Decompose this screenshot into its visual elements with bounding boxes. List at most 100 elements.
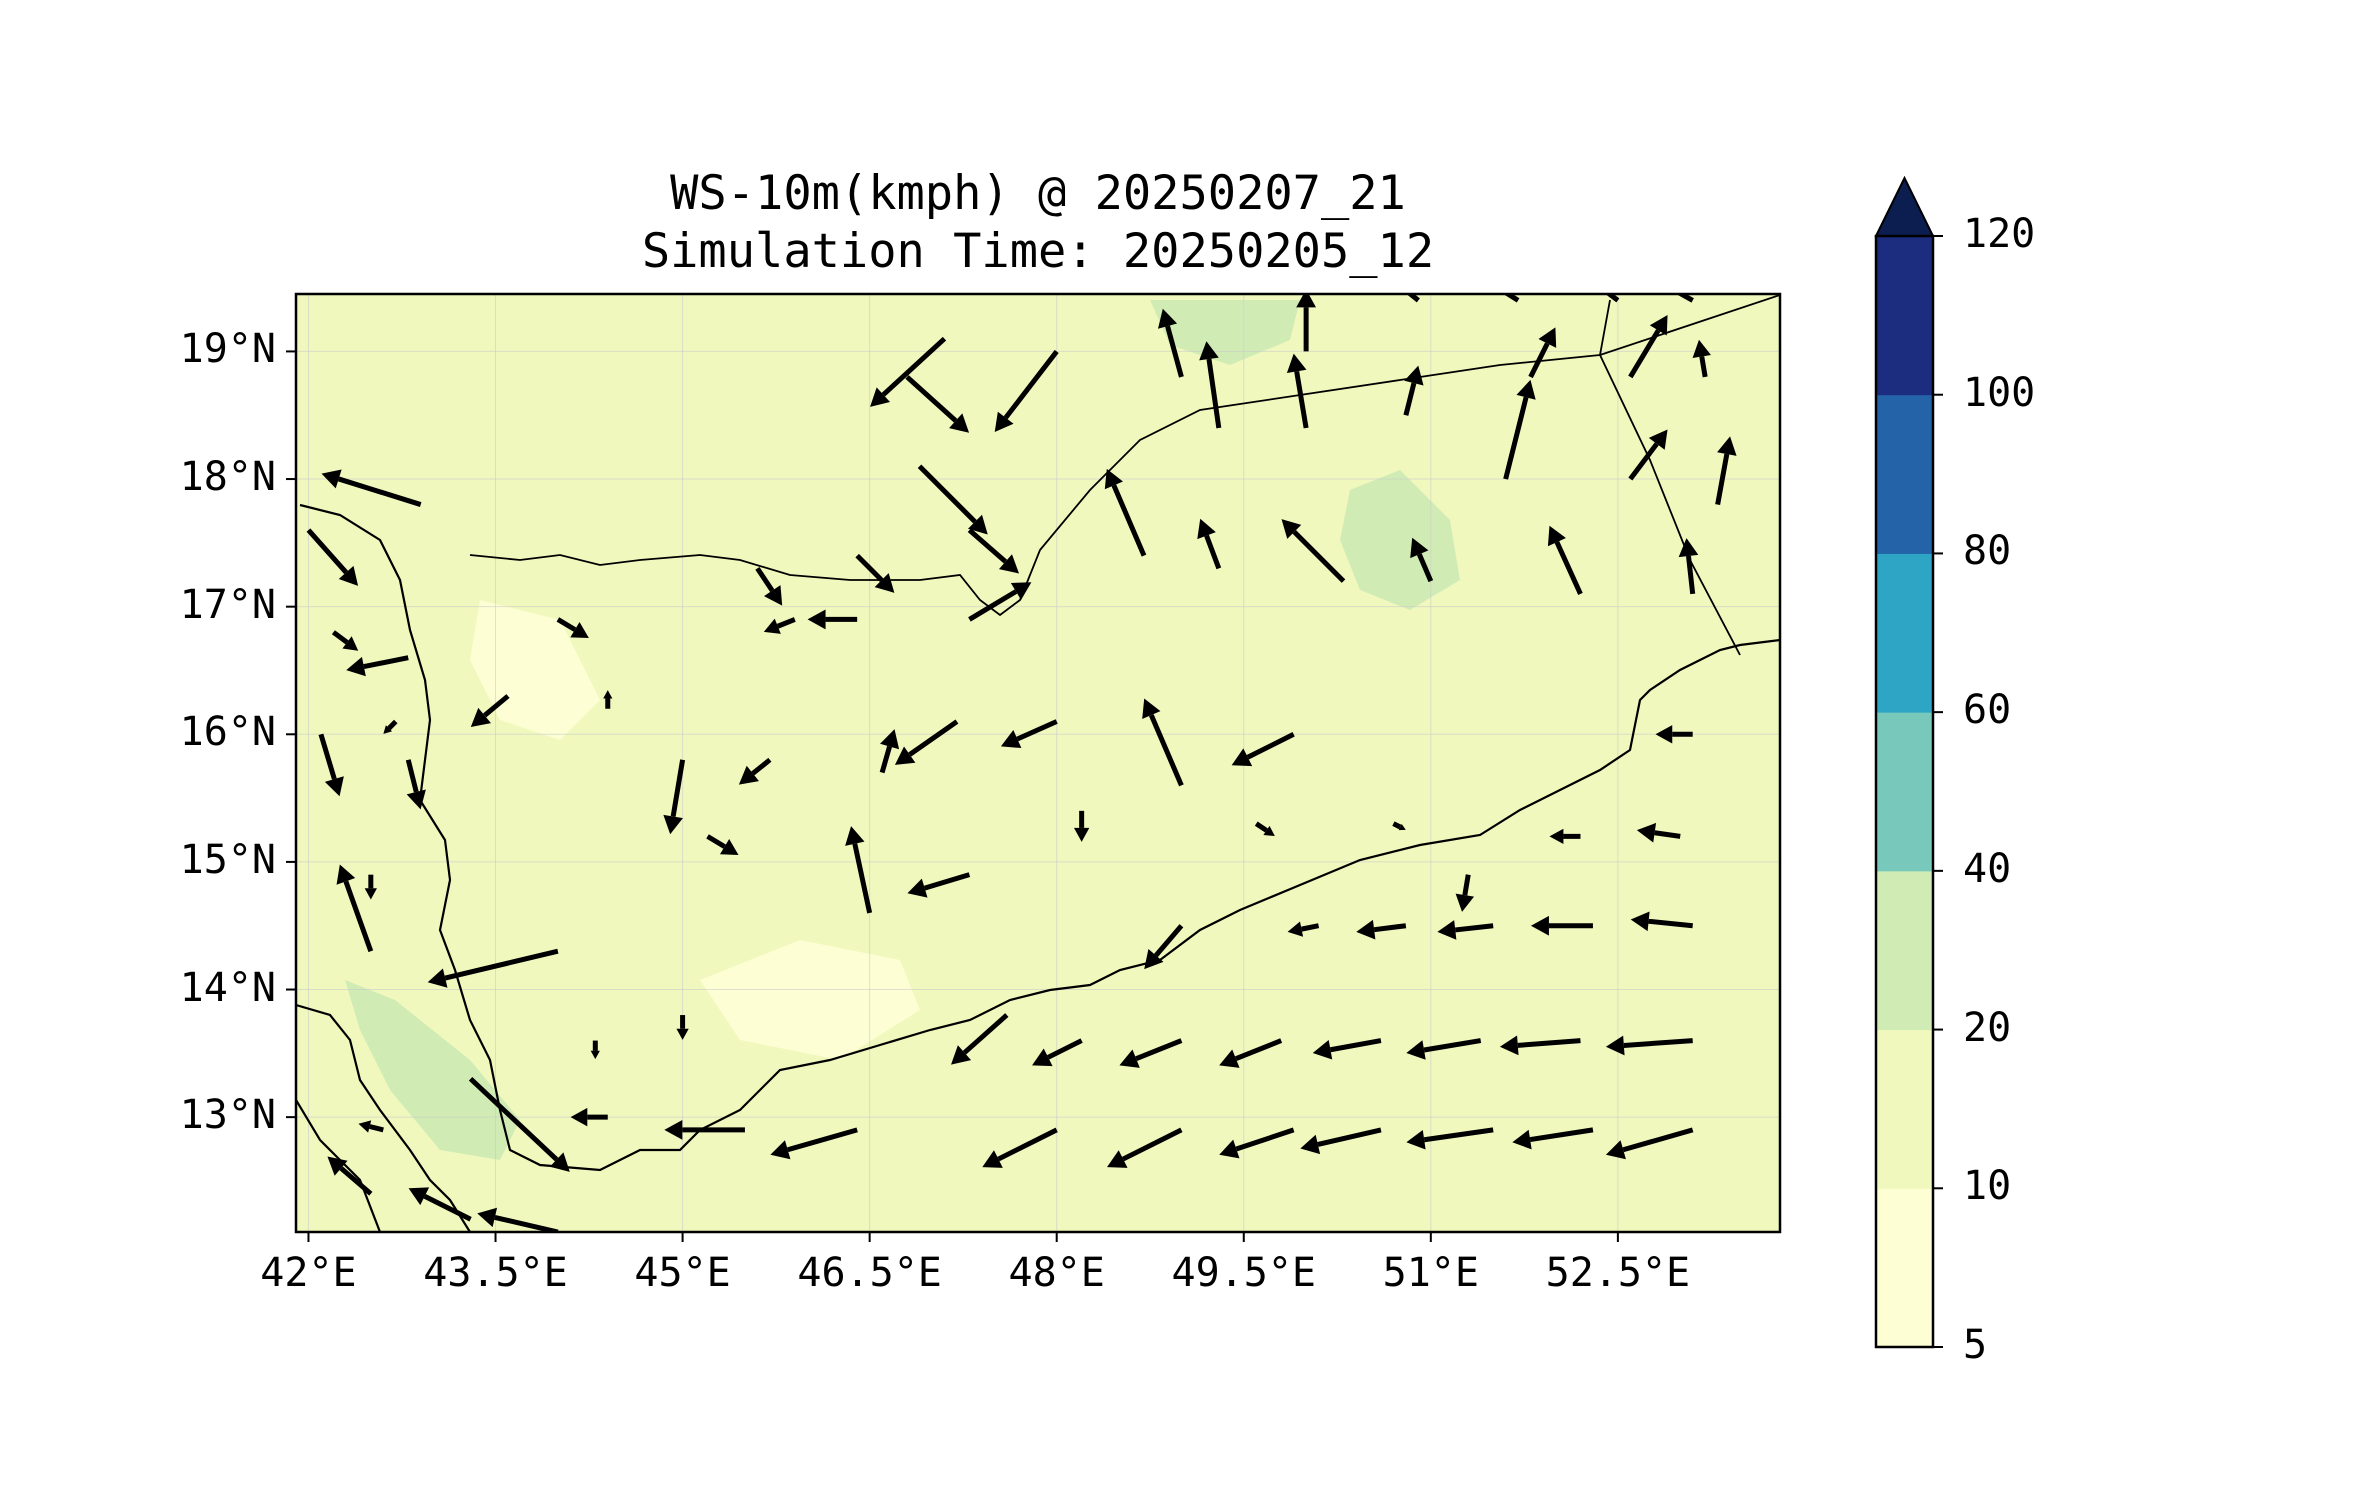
wind-vector-arrow	[676, 1015, 689, 1040]
wind-vector-arrow	[1119, 1038, 1183, 1068]
colorbar-segment	[1876, 1188, 1933, 1348]
map-title-line-1: WS-10m(kmph) @ 20250207_21	[670, 166, 1406, 221]
wind-vector-arrow	[879, 729, 900, 774]
colorbar-tick-label: 40	[1963, 845, 2012, 892]
saudi-yemen-border	[469, 294, 1780, 617]
wind-vector-arrow	[1630, 911, 1693, 932]
wind-vector-arrow	[1197, 518, 1222, 570]
wind-vector-arrow	[1628, 429, 1668, 481]
wind-vector-arrow	[1104, 468, 1147, 557]
wind-vector-arrow	[1287, 921, 1320, 937]
colorbar-extend-arrow	[1874, 175, 1935, 237]
wind-vector-arrow	[1655, 725, 1693, 744]
colorbar	[1874, 175, 1943, 1349]
wind-vector-arrow	[1231, 732, 1295, 767]
wind-vector-arrow	[967, 528, 1020, 574]
lon-tick-label: 48°E	[1008, 1250, 1105, 1296]
wind-vector-arrow	[917, 464, 988, 535]
colorbar-tick-label: 100	[1963, 369, 2036, 416]
coastline-west-african-shore	[296, 1003, 471, 1232]
wind-vector-arrow	[807, 609, 858, 630]
wind-vector-arrow	[477, 1207, 559, 1232]
northern-desert-patch-shading	[1150, 300, 1300, 365]
colorbar-segment	[1876, 1029, 1933, 1189]
wind-vector-arrow	[1503, 294, 1520, 303]
map-panel	[296, 294, 1780, 1232]
wind-vector-arrow	[1636, 822, 1681, 843]
wind-vector-arrow	[907, 872, 971, 898]
axis-ticks	[286, 350, 1619, 1242]
wind-vector-arrow	[468, 1077, 570, 1172]
lon-tick-label: 51°E	[1382, 1250, 1479, 1296]
wind-vector-arrow	[905, 375, 970, 433]
wind-vector-arrow	[358, 1120, 384, 1133]
wind-vector-arrow	[327, 1156, 373, 1196]
wind-vector-arrow	[951, 1013, 1009, 1065]
wind-vector-arrow	[364, 874, 377, 900]
colorbar-tick-label: 20	[1963, 1004, 2012, 1051]
wind-vector-arrow	[1503, 379, 1536, 480]
lon-tick-label: 42°E	[260, 1250, 357, 1296]
colorbar-segment	[1876, 394, 1933, 554]
lat-tick-label: 18°N	[179, 454, 276, 501]
highland-low-wind-area-shading	[470, 600, 600, 740]
lon-tick-label: 45°E	[634, 1250, 731, 1296]
colorbar-segment	[1876, 712, 1933, 872]
wind-vector-arrow	[336, 864, 374, 953]
wind-vector-arrow	[1392, 821, 1406, 831]
lat-tick-label: 14°N	[179, 964, 276, 1011]
wind-vector-arrow	[1530, 915, 1593, 936]
lon-tick-label: 49.5°E	[1171, 1250, 1317, 1296]
wind-vector-arrow	[663, 759, 686, 835]
saudi-border-north	[1599, 299, 1611, 356]
wind-vector-arrow	[603, 690, 613, 709]
wind-vector-arrow	[1142, 698, 1184, 787]
yemen-oman-border	[1599, 354, 1741, 656]
wind-vector-arrow	[1286, 353, 1309, 429]
wind-vector-arrow	[331, 630, 359, 651]
wind-vector-arrow	[1676, 294, 1694, 303]
wind-vector-arrow	[1406, 1038, 1482, 1060]
wind-vector-arrow	[894, 719, 959, 765]
wind-vector-arrow	[1512, 1127, 1594, 1150]
wind-speed-background-fill	[296, 294, 1780, 1232]
wind-vector-arrow	[1528, 327, 1557, 379]
wind-vector-arrow	[1073, 810, 1090, 842]
colorbar-tick-label: 120	[1963, 211, 2036, 257]
colorbar-tick-label: 10	[1963, 1163, 2012, 1210]
lon-tick-label: 43.5°E	[423, 1250, 568, 1296]
southern-plateau-low-wind-area-shading	[700, 940, 920, 1060]
wind-vector-arrow	[590, 1040, 600, 1060]
wind-vector-arrow	[1403, 365, 1424, 416]
wind-vector-arrow	[1499, 1035, 1581, 1056]
wind-vector-arrow	[1296, 294, 1317, 352]
wind-vector-arrow	[1605, 1035, 1693, 1056]
wind-vector-arrow	[1219, 1038, 1283, 1068]
wind-vector-arrow	[306, 528, 359, 586]
wind-vector-arrow	[1000, 719, 1058, 749]
wind-vector-arrow	[1437, 920, 1494, 940]
wind-vector-arrow	[1605, 294, 1620, 303]
coastline	[299, 503, 1780, 1172]
coastal-red-sea-strip-shading	[345, 980, 520, 1160]
colorbar-tick-label: 80	[1963, 528, 2012, 575]
wind-vectors	[306, 294, 1737, 1232]
wind-vector-arrow	[664, 1120, 745, 1140]
wind-vector-arrow	[1254, 821, 1275, 837]
wind-vector-arrow	[770, 1127, 858, 1160]
wind-vector-arrow	[706, 834, 739, 855]
wind-vector-arrow	[763, 617, 796, 634]
lat-tick-label: 15°N	[179, 836, 276, 883]
wind-vector-arrow	[1547, 525, 1583, 595]
wind-vector-arrow	[1281, 519, 1346, 583]
wind-vector-arrow	[1157, 308, 1184, 378]
lat-tick-label: 19°N	[179, 326, 276, 373]
map-gridlines	[296, 294, 1780, 1232]
colorbar-frame	[1874, 234, 1935, 1349]
lat-tick-label: 13°N	[179, 1092, 276, 1139]
wind-vector-arrow	[1199, 341, 1222, 429]
colorbar-tick-label: 60	[1963, 687, 2012, 734]
wind-vector-arrow	[1715, 436, 1737, 506]
map-title-line-2: Simulation Time: 20250205_12	[641, 224, 1435, 279]
